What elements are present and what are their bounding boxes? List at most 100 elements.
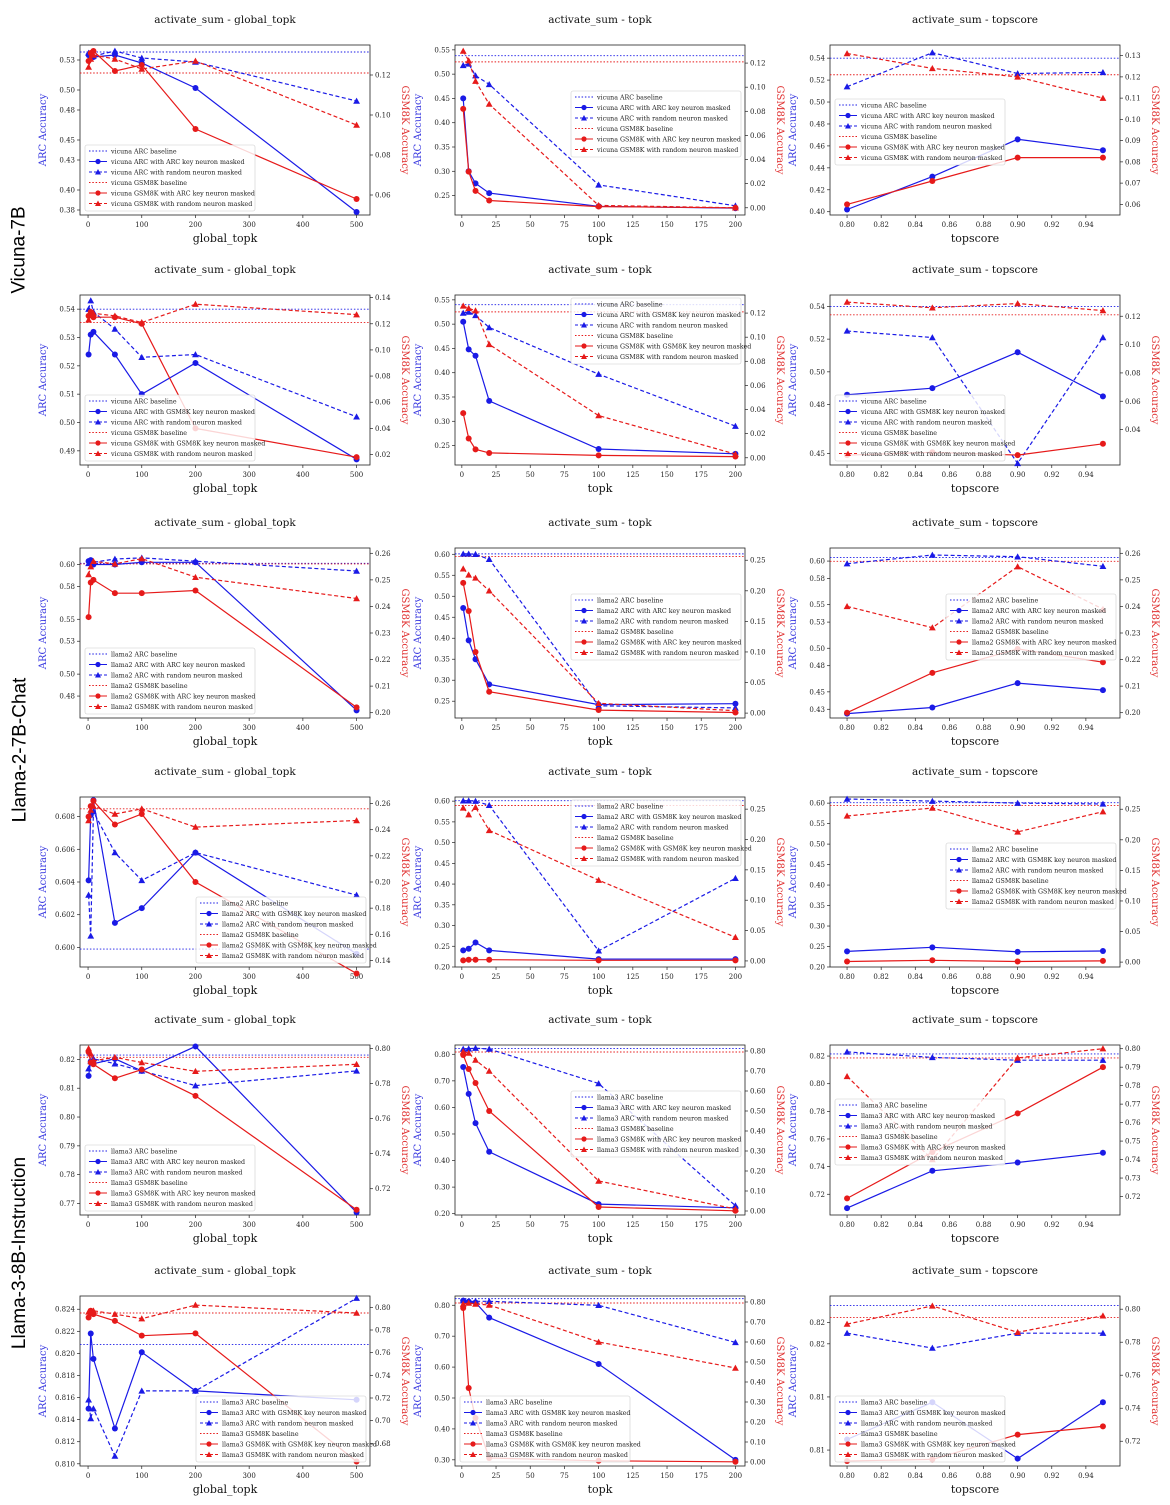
x-tick-label: 400 <box>296 724 309 732</box>
x-tick-label: 0.88 <box>976 221 992 229</box>
data-point-triangle <box>192 1067 199 1075</box>
data-point-triangle <box>465 797 473 804</box>
y-tick-label: 0.40 <box>434 1425 450 1433</box>
y-tick-label: 0.25 <box>434 442 450 450</box>
chart-title: activate_sum - global_topk <box>154 1014 296 1026</box>
legend-box <box>459 1395 631 1463</box>
y-tick-label: 0.49 <box>59 447 75 455</box>
y-axis-label: ARC Accuracy <box>38 343 49 417</box>
x-tick-label: 0.92 <box>1044 973 1060 981</box>
y-tick-label: 0.55 <box>434 296 450 304</box>
data-point-triangle <box>485 1297 493 1304</box>
chart-panel-6: activate_sum - global_topk 0 100 200 300 400 5… <box>38 517 410 748</box>
data-point-circle <box>465 346 472 353</box>
legend-label: llama2 ARC with GSM8K key neuron masked <box>597 814 741 821</box>
x-axis-label: topscore <box>951 735 999 748</box>
data-point-triangle <box>90 1057 97 1064</box>
y-tick-label: 0.55 <box>434 572 450 580</box>
legend-box <box>195 896 367 964</box>
y2-tick-label: 0.07 <box>1125 180 1141 188</box>
y2-tick-label: 0.26 <box>375 550 391 558</box>
y-tick-label: 0.80 <box>434 1051 450 1059</box>
y-tick-label: 0.35 <box>434 394 450 402</box>
chart-panel-1: activate_sum - topk 0 25 50 75 100 125 150 175 20… <box>413 14 785 245</box>
data-point-triangle <box>353 567 360 574</box>
x-tick-label: 0.90 <box>1010 471 1026 479</box>
data-point-triangle <box>459 804 467 811</box>
data-point-circle <box>111 1317 118 1324</box>
legend-label: llama2 ARC baseline <box>597 803 663 810</box>
y-tick-label: 0.78 <box>809 1108 825 1116</box>
x-tick-label: 100 <box>135 973 148 981</box>
chart-panel-4: activate_sum - topk 0 25 50 75 100 125 150 175 20… <box>413 264 785 495</box>
plot-frame <box>829 1295 1121 1467</box>
chart-title: activate_sum - topk <box>548 264 652 276</box>
legend-box <box>570 799 742 867</box>
data-point-triangle <box>90 1405 97 1412</box>
legend-label: llama2 GSM8K with random neuron masked <box>972 650 1114 657</box>
y-tick-label: 0.812 <box>55 1438 75 1446</box>
legend-label: llama3 ARC with GSM8K key neuron masked <box>486 1410 630 1417</box>
legend: llama3 ARC baseline llama3 ARC with GSM8K… <box>195 1395 377 1463</box>
data-point-circle <box>353 704 360 711</box>
data-point-triangle <box>87 932 95 939</box>
x-tick-label: 0.82 <box>873 471 889 479</box>
y2-tick-label: 0.22 <box>1125 656 1141 664</box>
y-tick-label: 0.82 <box>809 1053 825 1061</box>
x-tick-label: 75 <box>560 724 569 732</box>
x-tick-label: 150 <box>660 1472 673 1480</box>
legend-swatch-triangle <box>95 1200 101 1206</box>
data-point-circle <box>465 637 472 644</box>
y2-tick-label: 0.76 <box>375 1349 391 1357</box>
data-point-circle <box>111 590 118 597</box>
plot-frame <box>454 796 746 968</box>
y-tick-label: 0.50 <box>434 71 450 79</box>
y2-tick-label: 0.75 <box>1125 1138 1141 1146</box>
data-point-circle <box>595 957 602 964</box>
y2-axis-label: GSM8K Accuracy <box>399 838 410 927</box>
y-tick-label: 0.606 <box>55 846 76 854</box>
y2-tick-label: 0.21 <box>375 683 391 691</box>
series-line-1 <box>847 554 1103 567</box>
legend-swatch-circle <box>956 639 962 645</box>
y2-tick-label: 0.77 <box>1125 1101 1141 1109</box>
legend-label: llama2 ARC baseline <box>972 846 1038 853</box>
y2-tick-label: 0.21 <box>1125 683 1141 691</box>
chart-panel-15: activate_sum - global_topk 0 100 200 300 400 5… <box>38 1265 410 1496</box>
legend-swatch-circle <box>581 104 587 111</box>
x-tick-label: 50 <box>526 221 535 229</box>
y2-tick-label: 0.05 <box>750 927 766 935</box>
data-point-triangle <box>1014 553 1022 560</box>
series-line-2 <box>846 157 1103 205</box>
y2-tick-label: 0.11 <box>1125 95 1141 103</box>
x-tick-label: 25 <box>492 1472 501 1480</box>
data-point-circle <box>595 1361 602 1367</box>
x-tick-label: 50 <box>526 973 535 981</box>
data-point-triangle <box>485 801 493 809</box>
y-tick-label: 0.55 <box>59 616 75 624</box>
data-point-triangle <box>465 811 473 818</box>
legend: vicuna ARC baseline vicuna ARC with GSM8K… <box>84 394 265 462</box>
y-axis-label: ARC Accuracy <box>788 93 799 167</box>
data-point-triangle <box>732 450 739 457</box>
legend-swatch-triangle <box>845 123 851 129</box>
y2-tick-label: 0.23 <box>1125 630 1141 638</box>
x-tick-label: 0.84 <box>907 724 923 732</box>
chart-title: activate_sum - topk <box>548 1265 652 1277</box>
legend-swatch-circle <box>581 1104 587 1111</box>
x-tick-label: 0.92 <box>1044 1221 1060 1229</box>
series-line-1 <box>463 800 736 952</box>
data-point-triangle <box>595 947 603 954</box>
y-tick-label: 0.35 <box>434 656 450 664</box>
legend-label: llama2 ARC with random neuron masked <box>111 672 242 679</box>
data-point-triangle <box>928 624 936 631</box>
legend-swatch-circle <box>581 311 587 318</box>
data-point-circle <box>486 449 493 456</box>
y-axis-label: ARC Accuracy <box>38 93 49 167</box>
y-tick-label: 0.82 <box>59 1056 75 1064</box>
data-point-circle <box>460 318 467 325</box>
legend-swatch-triangle <box>581 824 587 830</box>
x-tick-label: 200 <box>729 221 742 229</box>
y2-tick-label: 0.18 <box>375 905 391 913</box>
data-point-triangle <box>843 1320 851 1327</box>
